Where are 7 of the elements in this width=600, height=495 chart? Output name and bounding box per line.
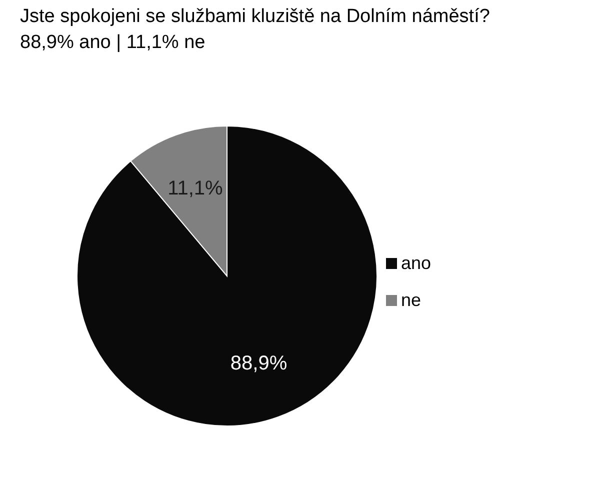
chart-subtitle: 88,9% ano | 11,1% ne bbox=[20, 32, 206, 54]
chart-title: Jste spokojeni se službami kluziště na Dolním náměstí? bbox=[20, 6, 490, 28]
legend-label: ne bbox=[400, 289, 422, 312]
data-label: 11,1% bbox=[168, 178, 224, 200]
legend-label: ano bbox=[400, 252, 432, 275]
data-label: 88,9% bbox=[230, 352, 288, 374]
pie-slice bbox=[76, 126, 378, 426]
